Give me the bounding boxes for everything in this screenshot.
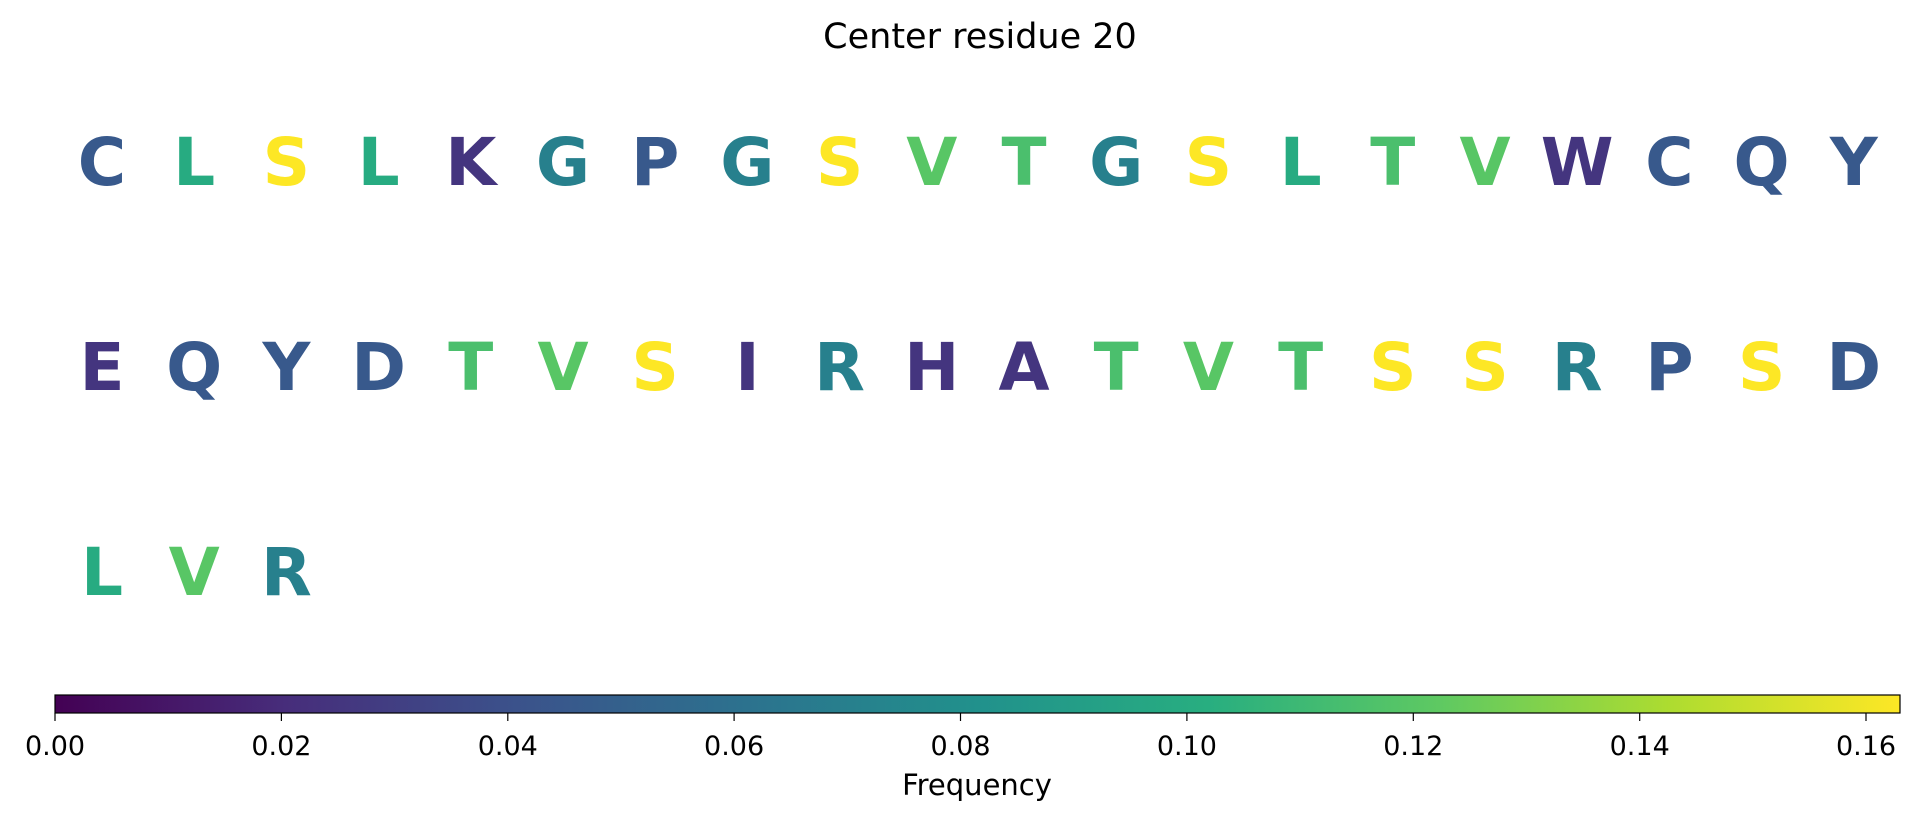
residue-letter: S bbox=[816, 124, 864, 201]
colorbar-tick-label: 0.06 bbox=[704, 731, 764, 762]
residue-letter: H bbox=[904, 329, 959, 406]
colorbar-tick-label: 0.04 bbox=[478, 731, 538, 762]
residue-letter: T bbox=[448, 329, 493, 406]
residue-letter: Q bbox=[1734, 124, 1790, 201]
residue-letter: Q bbox=[166, 329, 222, 406]
colorbar-tick-label: 0.08 bbox=[930, 731, 990, 762]
residue-letter: T bbox=[1094, 329, 1139, 406]
residue-grid: C L S L K G P G S V T G S L T V W C Q YE Q Y D T V S I R H A T V T S S R P S D… bbox=[78, 124, 1881, 611]
residue-letter: V bbox=[906, 124, 957, 201]
residue-letter: W bbox=[1541, 124, 1614, 201]
residue-letter: C bbox=[78, 124, 126, 201]
residue-letter: G bbox=[720, 124, 774, 201]
residue-letter: V bbox=[1183, 329, 1234, 406]
residue-letter: P bbox=[1645, 329, 1693, 406]
residue-letter: S bbox=[1185, 124, 1233, 201]
residue-letter: T bbox=[1001, 124, 1046, 201]
colorbar: 0.00 0.02 0.04 0.06 0.08 0.10 0.12 0.14 0.16 Fre… bbox=[25, 694, 1901, 802]
residue-letter: G bbox=[1089, 124, 1143, 201]
residue-letter: D bbox=[1826, 329, 1881, 406]
residue-letter: S bbox=[1461, 329, 1509, 406]
residue-letter: P bbox=[631, 124, 679, 201]
colorbar-tick-label: 0.12 bbox=[1383, 731, 1443, 762]
colorbar-gradient bbox=[54, 694, 1901, 714]
residue-letter: L bbox=[173, 124, 215, 201]
residue-letter: E bbox=[79, 329, 124, 406]
residue-letter: T bbox=[1278, 329, 1323, 406]
residue-letter: S bbox=[631, 329, 679, 406]
residue-letter: L bbox=[81, 534, 123, 611]
residue-letter: S bbox=[1369, 329, 1417, 406]
residue-letter: R bbox=[261, 534, 312, 611]
residue-letter: G bbox=[536, 124, 590, 201]
residue-letter: Y bbox=[1829, 124, 1879, 201]
residue-letter: R bbox=[1552, 329, 1603, 406]
residue-letter: C bbox=[1645, 124, 1693, 201]
colorbar-tick-label: 0.02 bbox=[251, 731, 311, 762]
residue-letter: S bbox=[263, 124, 311, 201]
colorbar-ticks: 0.00 0.02 0.04 0.06 0.08 0.10 0.12 0.14 0.16 bbox=[25, 713, 1896, 762]
residue-letter: A bbox=[998, 329, 1049, 406]
residue-letter: I bbox=[735, 329, 760, 406]
residue-letter: T bbox=[1370, 124, 1415, 201]
residue-letter: L bbox=[358, 124, 400, 201]
residue-letter: V bbox=[537, 329, 588, 406]
residue-letter: L bbox=[1280, 124, 1322, 201]
chart-title: Center residue 20 bbox=[823, 17, 1137, 57]
residue-letter: V bbox=[169, 534, 220, 611]
colorbar-tick-label: 0.00 bbox=[25, 731, 85, 762]
residue-letter: Y bbox=[262, 329, 312, 406]
residue-letter: S bbox=[1738, 329, 1786, 406]
residue-letter: R bbox=[814, 329, 865, 406]
colorbar-tick-label: 0.10 bbox=[1157, 731, 1217, 762]
residue-letter: D bbox=[351, 329, 406, 406]
colorbar-tick-label: 0.16 bbox=[1836, 731, 1896, 762]
colorbar-tick-label: 0.14 bbox=[1610, 731, 1670, 762]
residue-letter: V bbox=[1459, 124, 1510, 201]
residue-letter: K bbox=[445, 124, 499, 201]
colorbar-label: Frequency bbox=[902, 768, 1052, 802]
